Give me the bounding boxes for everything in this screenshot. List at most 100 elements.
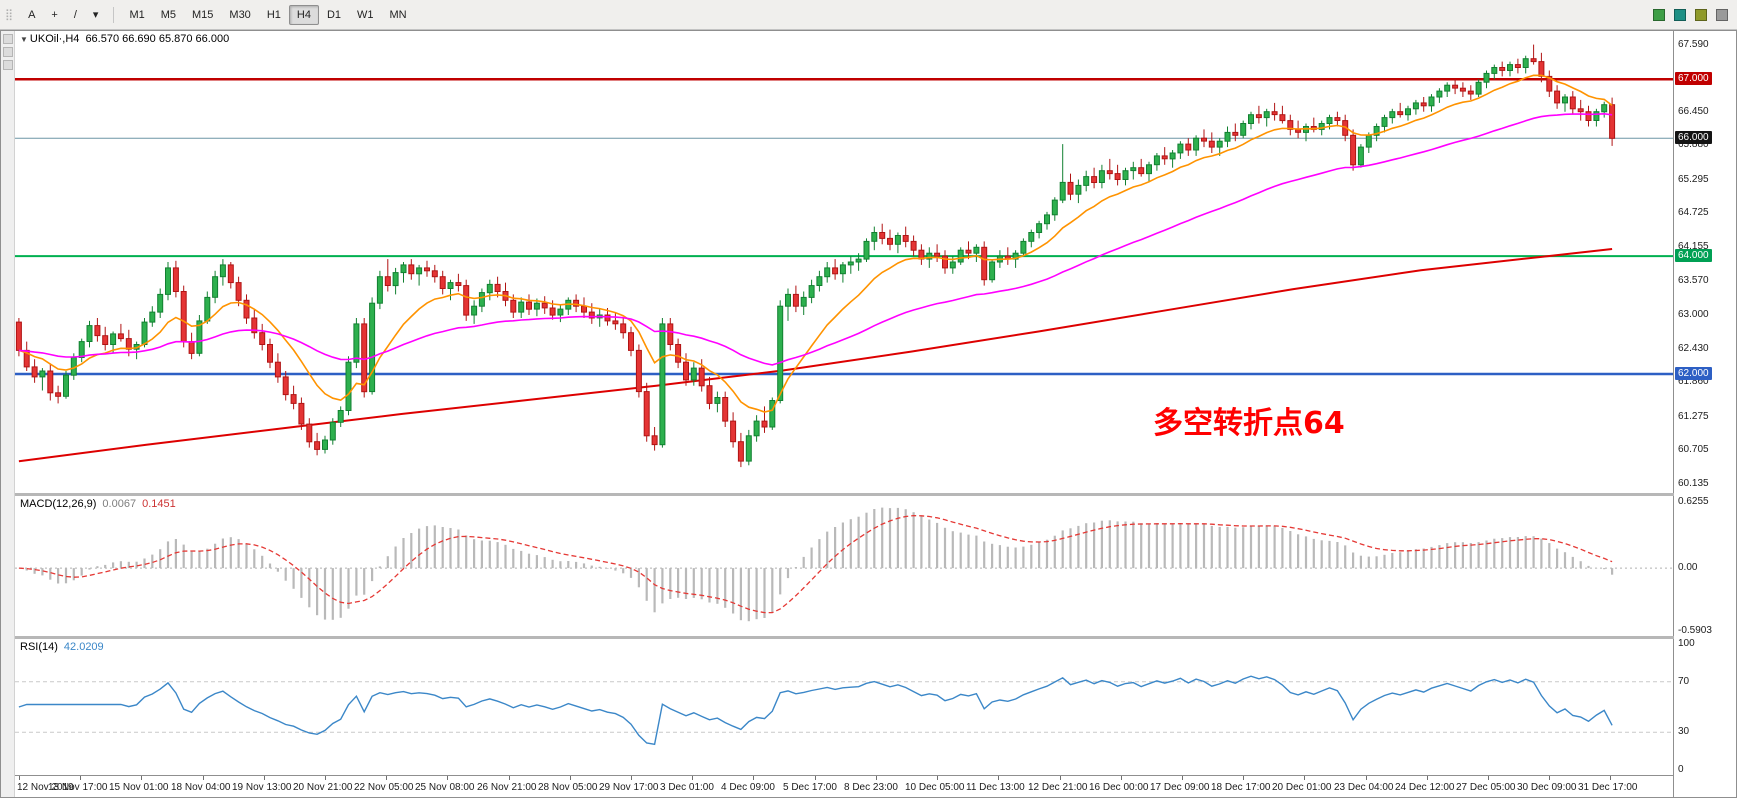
time-label: 27 Dec 05:00	[1456, 782, 1516, 793]
timeframe-button-m1[interactable]: M1	[121, 5, 152, 25]
rsi-header: RSI(14) 42.0209	[20, 641, 110, 653]
macd-pane[interactable]: MACD(12,26,9) 0.0067 0.1451	[15, 496, 1674, 636]
rsi-value: 42.0209	[63, 641, 104, 653]
time-label: 29 Nov 17:00	[599, 782, 659, 793]
timeframe-button-m15[interactable]: M15	[184, 5, 221, 25]
time-label: 22 Nov 05:00	[354, 782, 414, 793]
time-tick	[80, 776, 81, 780]
time-tick	[876, 776, 877, 780]
price-badge: 62.000	[1675, 366, 1712, 380]
macd-tick-label: 0.00	[1678, 562, 1698, 574]
rsi-pane[interactable]: RSI(14) 42.0209	[15, 639, 1674, 775]
price-tick-label: 63.570	[1678, 275, 1709, 287]
left-strip-icon[interactable]	[2, 60, 13, 70]
toolbar-gripper-icon[interactable]: ⣿	[5, 9, 14, 21]
price-tick-label: 64.725	[1678, 207, 1709, 219]
macd-header: MACD(12,26,9) 0.0067 0.1451	[20, 498, 182, 510]
time-label: 16 Dec 00:00	[1089, 782, 1149, 793]
time-label: 10 Dec 05:00	[905, 782, 965, 793]
time-label: 11 Dec 13:00	[966, 782, 1025, 793]
price-tick-label: 64.155	[1678, 240, 1709, 252]
price-tick-label: 67.590	[1678, 38, 1709, 50]
chart-header: ▼ UKOil·,H4 66.570 66.690 65.870 66.000	[20, 33, 235, 45]
time-axis[interactable]: 12 Nov 2019 13 Nov 17:00 15 Nov 01:00 18 No…	[15, 775, 1674, 797]
price-tick-label: 61.860	[1678, 376, 1709, 388]
price-tick-label: 60.705	[1678, 444, 1709, 456]
time-label: 4 Dec 09:00	[721, 782, 775, 793]
collapse-icon[interactable]: ▼	[20, 35, 28, 44]
chart-annotation[interactable]: 多空转折点64	[1153, 406, 1345, 441]
time-label: 26 Nov 21:00	[477, 782, 537, 793]
time-tick	[692, 776, 693, 780]
time-tick	[19, 776, 20, 780]
crosshair-tool-button[interactable]: +	[43, 5, 65, 25]
price-badge: 66.000	[1675, 131, 1712, 145]
new-order-icon[interactable]	[1648, 4, 1669, 25]
time-tick	[203, 776, 204, 780]
timeframe-button-m30[interactable]: M30	[221, 5, 258, 25]
pane-divider[interactable]	[15, 636, 1674, 639]
timeframe-group: M1 M5 M15 M30 H1 H4 D1 W1 MN	[121, 4, 415, 25]
candlestick-plot: 多空转折点64	[15, 44, 1674, 468]
symbol-title: UKOil·,H4	[29, 33, 80, 45]
timeframe-button-h4[interactable]: H4	[288, 4, 319, 25]
macd-label: MACD(12,26,9)	[20, 498, 97, 510]
rsi-plot	[15, 675, 1674, 746]
drawing-dropdown-button[interactable]: ▾	[85, 4, 107, 24]
price-tick-label: 62.430	[1678, 342, 1709, 354]
time-label: 18 Dec 17:00	[1211, 782, 1271, 793]
time-tick	[815, 776, 816, 780]
price-tick-label: 66.450	[1678, 105, 1709, 117]
timeframe-button-mn[interactable]: MN	[382, 5, 415, 25]
time-label: 19 Nov 13:00	[232, 782, 292, 793]
trendline-tool-button[interactable]: /	[66, 5, 85, 25]
timeframe-button-d1[interactable]: D1	[319, 5, 349, 25]
time-tick	[1488, 776, 1489, 780]
rsi-tick-label: 0	[1678, 763, 1684, 775]
time-tick	[141, 776, 142, 780]
time-tick	[509, 776, 510, 780]
time-tick	[1427, 776, 1428, 780]
price-tick-label: 65.880	[1678, 139, 1709, 151]
chart-window-icon[interactable]	[1669, 4, 1690, 25]
left-toolbar[interactable]	[1, 31, 15, 797]
time-label: 23 Dec 04:00	[1334, 782, 1394, 793]
time-label: 13 Nov 17:00	[48, 782, 108, 793]
zoom-in-icon[interactable]	[1711, 4, 1732, 25]
price-axis[interactable]: 67.590 66.450 65.880 65.295 64.725 64.155 63.5…	[1673, 31, 1736, 797]
rsi-tick-label: 70	[1678, 675, 1690, 687]
toolbar-right-icons	[1648, 4, 1732, 25]
time-label: 20 Nov 21:00	[293, 782, 353, 793]
time-tick	[447, 776, 448, 780]
time-tick	[570, 776, 571, 780]
toolbar-separator	[113, 6, 115, 23]
cursor-tool-button[interactable]: A	[20, 5, 43, 25]
macd-plot	[15, 507, 1674, 622]
plot-area: 多空转折点64 ▼ UKOil·,H4 66.570 66.690 65.870 6…	[15, 31, 1674, 797]
time-tick	[325, 776, 326, 780]
price-tick-label: 61.275	[1678, 410, 1709, 422]
timeframe-button-h1[interactable]: H1	[259, 5, 289, 25]
macd-signal-value: 0.1451	[142, 498, 176, 510]
time-tick	[386, 776, 387, 780]
chart-window: 多空转折点64 ▼ UKOil·,H4 66.570 66.690 65.870 6…	[0, 30, 1737, 798]
left-strip-icon[interactable]	[2, 34, 13, 44]
left-strip-icon[interactable]	[2, 47, 13, 57]
time-tick	[753, 776, 754, 780]
timeframe-button-w1[interactable]: W1	[349, 5, 382, 25]
time-label: 3 Dec 01:00	[660, 782, 714, 793]
time-label: 25 Nov 08:00	[415, 782, 475, 793]
price-badge: 67.000	[1675, 72, 1712, 86]
timeframe-button-m5[interactable]: M5	[153, 5, 184, 25]
price-chart-pane[interactable]: 多空转折点64 ▼ UKOil·,H4 66.570 66.690 65.870 6…	[15, 31, 1674, 493]
time-tick	[1610, 776, 1611, 780]
rsi-tick-label: 100	[1678, 638, 1695, 650]
time-label: 20 Dec 01:00	[1272, 782, 1332, 793]
time-label: 28 Nov 05:00	[538, 782, 598, 793]
time-label: 12 Nov 2019	[17, 782, 74, 793]
time-tick	[1182, 776, 1183, 780]
time-tick	[264, 776, 265, 780]
pane-divider[interactable]	[15, 493, 1674, 496]
indicators-icon[interactable]	[1690, 4, 1711, 25]
